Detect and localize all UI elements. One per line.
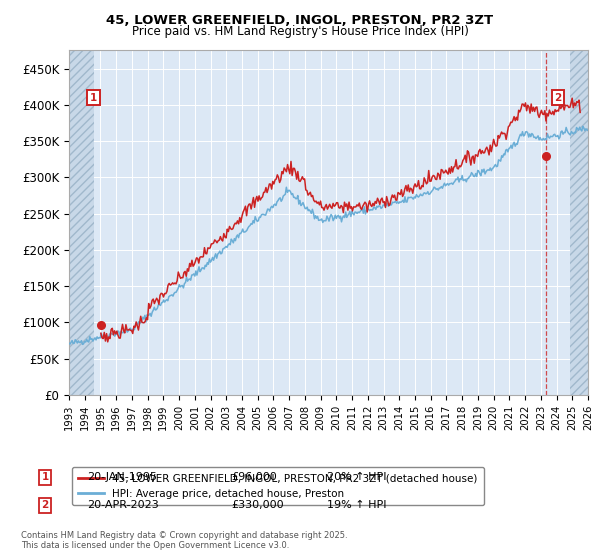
- Text: 2: 2: [554, 92, 562, 102]
- Text: Contains HM Land Registry data © Crown copyright and database right 2025.
This d: Contains HM Land Registry data © Crown c…: [21, 531, 347, 550]
- Bar: [69, 50, 94, 395]
- Bar: [570, 50, 588, 395]
- Text: Price paid vs. HM Land Registry's House Price Index (HPI): Price paid vs. HM Land Registry's House …: [131, 25, 469, 38]
- Text: 20-APR-2023: 20-APR-2023: [87, 500, 159, 510]
- Text: 19% ↑ HPI: 19% ↑ HPI: [327, 500, 386, 510]
- Text: 20-JAN-1995: 20-JAN-1995: [87, 472, 157, 482]
- Text: 1: 1: [90, 92, 97, 102]
- Legend: 45, LOWER GREENFIELD, INGOL, PRESTON, PR2 3ZT (detached house), HPI: Average pri: 45, LOWER GREENFIELD, INGOL, PRESTON, PR…: [71, 467, 484, 505]
- Text: 20% ↑ HPI: 20% ↑ HPI: [327, 472, 386, 482]
- Text: £330,000: £330,000: [231, 500, 284, 510]
- Text: 45, LOWER GREENFIELD, INGOL, PRESTON, PR2 3ZT: 45, LOWER GREENFIELD, INGOL, PRESTON, PR…: [106, 14, 494, 27]
- Text: 1: 1: [41, 472, 49, 482]
- Text: 2: 2: [41, 500, 49, 510]
- Text: £96,000: £96,000: [231, 472, 277, 482]
